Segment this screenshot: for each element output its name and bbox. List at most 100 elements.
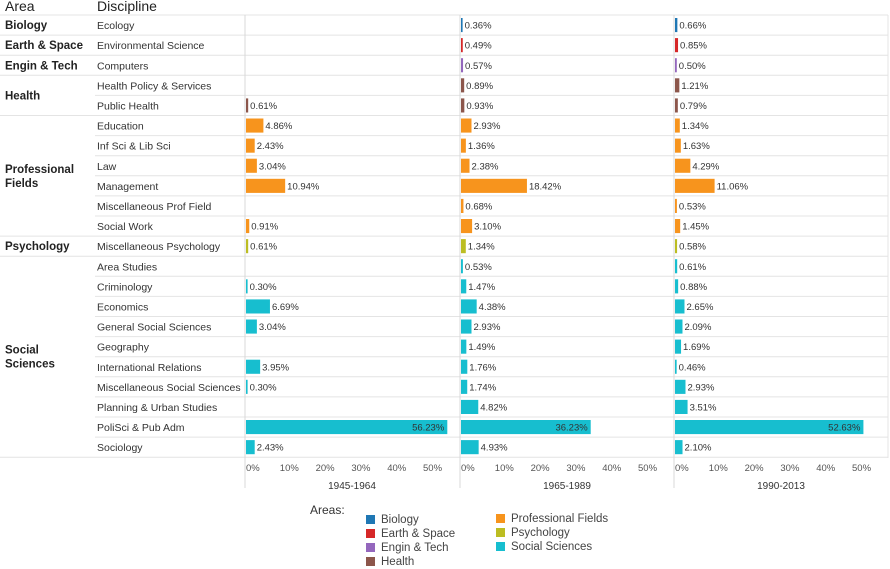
discipline-label: Area Studies bbox=[97, 261, 157, 273]
x-tick-label: 30% bbox=[780, 463, 800, 474]
bar bbox=[675, 78, 680, 93]
value-label: 56.23% bbox=[412, 423, 445, 434]
bar bbox=[675, 339, 682, 354]
legend-label: Biology bbox=[381, 514, 419, 526]
value-label: 2.93% bbox=[473, 121, 500, 132]
bar bbox=[246, 379, 248, 394]
value-label: 1.34% bbox=[468, 242, 495, 253]
bar bbox=[675, 420, 864, 435]
legend-label: Social Sciences bbox=[511, 541, 593, 553]
discipline-label: Miscellaneous Social Sciences bbox=[97, 382, 241, 394]
discipline-label: Criminology bbox=[97, 281, 153, 293]
value-label: 1.21% bbox=[681, 81, 708, 92]
value-label: 3.10% bbox=[474, 222, 501, 233]
value-label: 0.61% bbox=[679, 262, 706, 273]
legend-swatch bbox=[366, 543, 375, 552]
legend-item: Engin & Tech bbox=[366, 541, 449, 555]
value-label: 2.43% bbox=[257, 443, 284, 454]
value-label: 0.89% bbox=[466, 81, 493, 92]
bar bbox=[461, 118, 472, 133]
x-tick-label: 40% bbox=[602, 463, 622, 474]
discipline-label: Inf Sci & Lib Sci bbox=[97, 141, 171, 153]
area-label: Social bbox=[5, 345, 39, 357]
x-tick-label: 20% bbox=[316, 463, 336, 474]
legend-label: Psychology bbox=[511, 527, 570, 539]
discipline-label: Education bbox=[97, 121, 144, 133]
bar bbox=[675, 118, 680, 133]
x-tick-label: 30% bbox=[351, 463, 371, 474]
legend-label: Earth & Space bbox=[381, 528, 456, 540]
value-label: 1.36% bbox=[468, 141, 495, 152]
value-label: 2.10% bbox=[685, 443, 712, 454]
bar bbox=[461, 138, 466, 153]
value-label: 0.46% bbox=[679, 362, 706, 373]
value-label: 0.93% bbox=[466, 101, 493, 112]
x-tick-label: 0% bbox=[461, 463, 475, 474]
value-label: 2.93% bbox=[687, 382, 714, 393]
bar bbox=[675, 359, 677, 374]
bar bbox=[246, 440, 255, 455]
legend-swatch bbox=[496, 514, 505, 523]
value-label: 3.04% bbox=[259, 322, 286, 333]
value-label: 52.63% bbox=[828, 423, 861, 434]
discipline-label: Planning & Urban Studies bbox=[97, 402, 217, 414]
x-tick-label: 20% bbox=[745, 463, 765, 474]
value-label: 0.61% bbox=[250, 101, 277, 112]
bar bbox=[675, 319, 683, 334]
bar bbox=[246, 219, 250, 234]
legend-item: Psychology bbox=[496, 526, 570, 540]
bar bbox=[461, 198, 464, 213]
area-label: Biology bbox=[5, 20, 48, 32]
legend-label: Health bbox=[381, 556, 415, 568]
bar bbox=[675, 18, 678, 33]
value-label: 1.49% bbox=[468, 342, 495, 353]
value-label: 3.04% bbox=[259, 161, 286, 172]
value-label: 1.69% bbox=[683, 342, 710, 353]
value-label: 1.34% bbox=[682, 121, 709, 132]
discipline-label: PoliSci & Pub Adm bbox=[97, 422, 185, 434]
legend-swatch bbox=[366, 557, 375, 566]
bar bbox=[461, 178, 527, 193]
period-label: 1945-1964 bbox=[328, 481, 376, 492]
value-label: 0.91% bbox=[251, 222, 278, 233]
bar bbox=[675, 379, 686, 394]
value-label: 4.93% bbox=[481, 443, 508, 454]
bar bbox=[461, 299, 477, 314]
bar bbox=[675, 158, 691, 173]
bar bbox=[461, 279, 467, 294]
bar bbox=[246, 98, 249, 113]
area-label: Earth & Space bbox=[5, 40, 83, 52]
bar bbox=[461, 379, 468, 394]
discipline-label: Ecology bbox=[97, 20, 135, 32]
area-label: Engin & Tech bbox=[5, 60, 78, 72]
bar bbox=[246, 319, 257, 334]
x-tick-label: 40% bbox=[387, 463, 407, 474]
x-axes: 0% 10% 20% 30% 40% 50% 1945-1964 0% 10% 20% 30% 40%… bbox=[246, 463, 872, 492]
x-tick-label: 50% bbox=[852, 463, 872, 474]
discipline-label: Economics bbox=[97, 301, 148, 313]
value-label: 18.42% bbox=[529, 181, 562, 192]
discipline-label: Miscellaneous Psychology bbox=[97, 241, 221, 253]
bar bbox=[675, 38, 679, 53]
value-label: 0.66% bbox=[679, 21, 706, 32]
period-label: 1965-1989 bbox=[543, 481, 591, 492]
area-label: Psychology bbox=[5, 241, 70, 253]
discipline-label: Management bbox=[97, 181, 158, 193]
x-tick-label: 10% bbox=[709, 463, 729, 474]
bar bbox=[246, 118, 264, 133]
value-label: 4.29% bbox=[692, 161, 719, 172]
bar bbox=[675, 440, 683, 455]
bar bbox=[675, 58, 677, 73]
value-label: 0.68% bbox=[465, 201, 492, 212]
value-label: 3.95% bbox=[262, 362, 289, 373]
value-label: 1.45% bbox=[682, 222, 709, 233]
value-label: 0.79% bbox=[680, 101, 707, 112]
bar bbox=[246, 239, 249, 254]
value-label: 0.53% bbox=[679, 201, 706, 212]
discipline-label: Environmental Science bbox=[97, 40, 205, 52]
chart-canvas: Area Discipline Biology Earth & Space Engi… bbox=[0, 0, 889, 492]
bar bbox=[461, 339, 467, 354]
bar bbox=[246, 359, 261, 374]
bar bbox=[675, 279, 679, 294]
legend: Areas: Biology Earth & Space Engin & Tech H… bbox=[310, 503, 640, 568]
